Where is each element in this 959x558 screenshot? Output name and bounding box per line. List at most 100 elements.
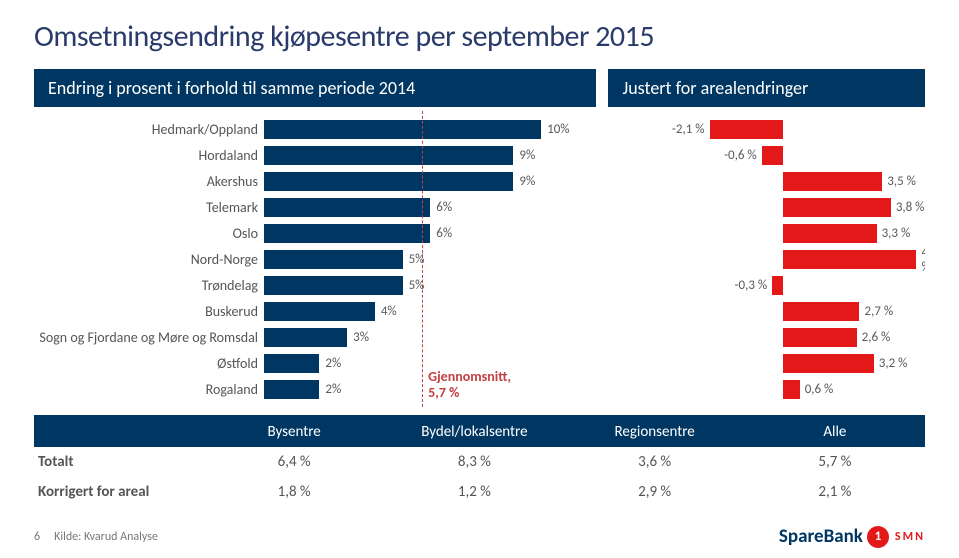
bar bbox=[264, 380, 319, 399]
table-cell: 1,2 % bbox=[384, 477, 564, 507]
bar-value-label: 2% bbox=[325, 351, 341, 376]
bar bbox=[264, 224, 430, 243]
chart-row: 2,6 % bbox=[609, 325, 925, 350]
bar bbox=[264, 276, 403, 295]
chart-row: 3,3 % bbox=[609, 221, 925, 246]
summary-table: Bysentre Bydel/lokalsentre Regionsentre … bbox=[34, 415, 925, 507]
chart-row: Oslo 6% bbox=[34, 221, 597, 246]
chart-row: 3,8 % bbox=[609, 195, 925, 220]
table-cell: 2,1 % bbox=[745, 477, 925, 507]
bar bbox=[264, 328, 347, 347]
category-label: Østfold bbox=[34, 355, 264, 372]
chart-row: Østfold 2% bbox=[34, 351, 597, 376]
logo-sub: SMN bbox=[895, 530, 925, 544]
category-label: Sogn og Fjordane og Møre og Romsdal bbox=[34, 329, 264, 346]
chart-row: Sogn og Fjordane og Møre og Romsdal 3% bbox=[34, 325, 597, 350]
col-header: Bysentre bbox=[204, 417, 384, 447]
source-label: Kilde: Kvarud Analyse bbox=[54, 530, 158, 544]
bar bbox=[772, 276, 782, 295]
bar-value-label: 6% bbox=[436, 221, 452, 246]
bar-value-label: -0,3 % bbox=[735, 273, 768, 298]
chart-row: Buskerud 4% bbox=[34, 299, 597, 324]
bar bbox=[783, 198, 891, 217]
chart-row: Nord-Norge5% bbox=[34, 247, 597, 272]
bar bbox=[783, 354, 874, 373]
category-label: Rogaland bbox=[34, 381, 264, 398]
chart-row: Hedmark/Oppland10% bbox=[34, 117, 597, 142]
bar bbox=[762, 146, 783, 165]
bar-value-label: 2,7 % bbox=[864, 299, 893, 324]
chart-row: Rogaland 2% bbox=[34, 377, 597, 402]
bar bbox=[264, 146, 513, 165]
table-cell: 6,4 % bbox=[204, 447, 384, 477]
bar bbox=[264, 198, 430, 217]
col-header: Regionsentre bbox=[565, 417, 745, 447]
bar bbox=[264, 302, 375, 321]
chart-row: Akershus9% bbox=[34, 169, 597, 194]
bar-value-label: -0,6 % bbox=[724, 143, 757, 168]
col-header: Alle bbox=[745, 417, 925, 447]
chart-row: Telemark 6% bbox=[34, 195, 597, 220]
bar-value-label: 10% bbox=[547, 117, 569, 142]
table-row: Korrigert for areal1,8 %1,2 %2,9 %2,1 % bbox=[34, 477, 925, 507]
category-label: Telemark bbox=[34, 199, 264, 216]
chart-row: 0,6 % bbox=[609, 377, 925, 402]
chart-area-adjusted: -2,1 % -0,6 % 3,5 %3,8 %3,3 % 4,7 % -0,3 % 2,… bbox=[609, 111, 925, 407]
bar-value-label: 4% bbox=[381, 299, 397, 324]
bar-value-label: 4,7 % bbox=[921, 247, 925, 272]
chart-row: 3,5 % bbox=[609, 169, 925, 194]
bar-value-label: 3,8 % bbox=[896, 195, 925, 220]
bar-value-label: -2,1 % bbox=[672, 117, 705, 142]
category-label: Nord-Norge bbox=[34, 251, 264, 268]
bar bbox=[710, 120, 783, 139]
average-line bbox=[422, 111, 423, 407]
chart-header-left: Endring i prosent i forhold til samme pe… bbox=[34, 69, 596, 107]
page-number: 6 bbox=[34, 530, 40, 544]
category-label: Oslo bbox=[34, 225, 264, 242]
chart-row: Trøndelag5% bbox=[34, 273, 597, 298]
chart-header-row: Endring i prosent i forhold til samme pe… bbox=[34, 69, 925, 107]
bar bbox=[264, 354, 319, 373]
charts-container: Hedmark/Oppland10%Hordaland9%Akershus9%T… bbox=[34, 111, 925, 407]
page-title: Omsetningsendring kjøpesentre per septem… bbox=[34, 18, 925, 55]
chart-row: 4,7 % bbox=[609, 247, 925, 272]
table-cell: 5,7 % bbox=[745, 447, 925, 477]
bar-value-label: 3% bbox=[353, 325, 369, 350]
col-header: Bydel/lokalsentre bbox=[384, 417, 564, 447]
average-label: Gjennomsnitt,5,7 % bbox=[428, 369, 511, 401]
chart-row: -0,3 % bbox=[609, 273, 925, 298]
bar bbox=[783, 172, 883, 191]
table-row: Totalt6,4 %8,3 %3,6 %5,7 % bbox=[34, 447, 925, 477]
category-label: Buskerud bbox=[34, 303, 264, 320]
chart-row: Hordaland 9% bbox=[34, 143, 597, 168]
bar bbox=[783, 302, 860, 321]
bar-value-label: 6% bbox=[436, 195, 452, 220]
bar-value-label: 2% bbox=[325, 377, 341, 402]
table-cell: 2,9 % bbox=[565, 477, 745, 507]
table-cell: 8,3 % bbox=[384, 447, 564, 477]
bar-value-label: 3,2 % bbox=[879, 351, 908, 376]
bar-value-label: 3,5 % bbox=[887, 169, 916, 194]
chart-row: 2,7 % bbox=[609, 299, 925, 324]
bar-value-label: 9% bbox=[519, 169, 535, 194]
table-header-row: Bysentre Bydel/lokalsentre Regionsentre … bbox=[34, 417, 925, 447]
bar bbox=[783, 380, 800, 399]
bar bbox=[264, 250, 403, 269]
logo-text: SpareBank bbox=[779, 525, 863, 548]
category-label: Hordaland bbox=[34, 147, 264, 164]
logo-circle-icon: 1 bbox=[867, 526, 889, 548]
chart-row: -0,6 % bbox=[609, 143, 925, 168]
bar-value-label: 9% bbox=[519, 143, 535, 168]
bar bbox=[264, 120, 541, 139]
bar-value-label: 3,3 % bbox=[882, 221, 911, 246]
table-cell: 1,8 % bbox=[204, 477, 384, 507]
bar-value-label: 2,6 % bbox=[862, 325, 891, 350]
bar bbox=[783, 250, 917, 269]
bar-value-label: 0,6 % bbox=[805, 377, 834, 402]
logo: SpareBank 1 SMN bbox=[779, 525, 925, 548]
bar bbox=[783, 328, 857, 347]
bar bbox=[264, 172, 513, 191]
chart-row: 3,2 % bbox=[609, 351, 925, 376]
chart-header-right: Justert for arealendringer bbox=[608, 69, 925, 107]
row-label: Korrigert for areal bbox=[34, 477, 204, 507]
